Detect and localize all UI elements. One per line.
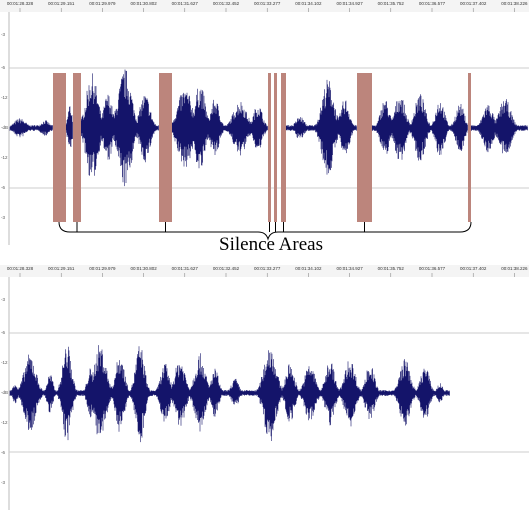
ruler-label: 00:01:35.752 <box>378 266 405 271</box>
scale-label: -12 <box>1 420 8 425</box>
waveform <box>9 345 450 443</box>
scale-label: -3 <box>1 480 5 485</box>
ruler-label: 00:01:34.927 <box>336 266 363 271</box>
scale-label: -6 <box>1 330 5 335</box>
ruler-label: 00:01:28.328 <box>7 266 34 271</box>
top-panel: 00:01:28.328 00:01:29.151 00:01:29.979 00:0… <box>0 0 529 245</box>
ruler-label: 00:01:37.402 <box>460 266 487 271</box>
silence-area <box>73 73 81 222</box>
ruler-label: 00:01:33.277 <box>254 266 281 271</box>
silence-area <box>357 73 372 222</box>
silence-area <box>159 73 172 222</box>
ruler-label: 00:01:38.226 <box>501 1 528 6</box>
ruler-label: 00:01:35.752 <box>378 1 405 6</box>
ruler <box>0 0 529 12</box>
scale-label: -12 <box>1 360 8 365</box>
ruler-label: 00:01:38.226 <box>501 266 528 271</box>
waveform <box>9 69 528 187</box>
ruler-label: 00:01:30.802 <box>130 1 157 6</box>
ruler-label: 00:01:29.151 <box>48 1 75 6</box>
ruler-label: 00:01:31.627 <box>172 1 199 6</box>
ruler-label: 00:01:29.979 <box>89 266 116 271</box>
ruler-label: 00:01:32.452 <box>213 1 240 6</box>
ruler-label: 00:01:32.452 <box>213 266 240 271</box>
ruler <box>0 265 529 277</box>
scale-label: -3 <box>1 215 5 220</box>
ruler-label: 00:01:34.102 <box>295 1 322 6</box>
brace <box>58 221 472 241</box>
silence-area <box>281 73 286 222</box>
scale-label: -6 <box>1 185 5 190</box>
scale-label: -6 <box>1 450 5 455</box>
scale-label: -3 <box>1 297 5 302</box>
bottom-panel: 00:01:28.328 00:01:29.151 00:01:29.979 00:0… <box>0 265 529 510</box>
scale-label: -12 <box>1 155 8 160</box>
scale-label: -12 <box>1 95 8 100</box>
ruler-label: 00:01:29.151 <box>48 266 75 271</box>
ruler-label: 00:01:36.577 <box>419 1 446 6</box>
ruler-label: 00:01:33.277 <box>254 1 281 6</box>
ruler-label: 00:01:34.102 <box>295 266 322 271</box>
scale-label: -dB <box>1 125 8 130</box>
ruler-label: 00:01:37.402 <box>460 1 487 6</box>
ruler-label: 00:01:28.328 <box>7 1 34 6</box>
scale-label: -3 <box>1 32 5 37</box>
scale-label: -dB <box>1 390 8 395</box>
silence-area <box>274 73 277 222</box>
scale-label: -6 <box>1 65 5 70</box>
ruler-label: 00:01:29.979 <box>89 1 116 6</box>
ruler-label: 00:01:30.802 <box>130 266 157 271</box>
silence-area <box>268 73 271 222</box>
ruler-label: 00:01:31.627 <box>172 266 199 271</box>
ruler-label: 00:01:34.927 <box>336 1 363 6</box>
annotation: Silence Areas <box>219 234 323 255</box>
silence-area <box>53 73 66 222</box>
silence-area <box>468 73 471 222</box>
ruler-label: 00:01:36.577 <box>419 266 446 271</box>
